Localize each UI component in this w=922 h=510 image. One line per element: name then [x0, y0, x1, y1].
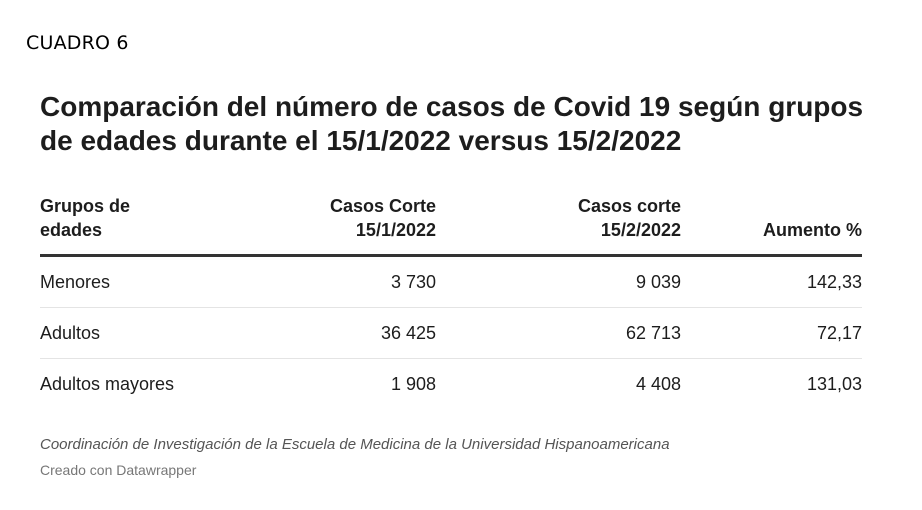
cell-cases-feb: 62 713 [436, 307, 681, 359]
cell-cases-jan: 1 908 [390, 373, 436, 394]
credit-line: Creado con Datawrapper [40, 462, 197, 478]
cell-increase: 72,17 [681, 307, 862, 359]
column-header-line2: 15/1/2022 [355, 220, 436, 240]
table-row: Adultos mayores 1 908 4 408 131,03 [40, 359, 862, 410]
cell-cases-jan: 3 730 [270, 255, 436, 308]
column-header-increase: Aumento % [681, 194, 862, 257]
column-header-line1: Casos corte [577, 196, 681, 216]
column-header-line2: edades [40, 220, 103, 240]
cell-age-group: Adultos [40, 307, 270, 359]
cell-cases-feb: 9 039 [436, 255, 681, 308]
data-table: Grupos de edades Casos Corte 15/1/2022 C… [40, 194, 862, 409]
cell-increase: 131,03 [806, 373, 862, 394]
header-row: Grupos de edades Casos Corte 15/1/2022 C… [40, 194, 862, 257]
column-header-line2: Aumento % [763, 220, 862, 240]
cell-cases-feb: 4 408 [635, 373, 681, 394]
table-row: Adultos 36 425 62 713 72,17 [40, 307, 862, 359]
column-header-age-group: Grupos de edades [40, 194, 270, 257]
cell-age-group: Menores [40, 255, 270, 308]
column-header-line1: Grupos de [40, 196, 131, 216]
cell-cases-jan: 36 425 [270, 307, 436, 359]
source-note: Coordinación de Investigación de la Escu… [40, 436, 670, 453]
table-row: Menores 3 730 9 039 142,33 [40, 255, 862, 308]
table-title: Comparación del número de casos de Covid… [40, 91, 864, 156]
column-header-line1: Casos Corte [329, 196, 436, 216]
column-header-line2: 15/2/2022 [600, 220, 681, 240]
figure-label: CUADRO 6 [26, 32, 129, 54]
column-header-cases-jan: Casos Corte 15/1/2022 [270, 194, 436, 257]
cell-age-group: Adultos mayores [40, 373, 175, 394]
cell-increase: 142,33 [681, 255, 862, 308]
column-header-cases-feb: Casos corte 15/2/2022 [436, 194, 681, 257]
